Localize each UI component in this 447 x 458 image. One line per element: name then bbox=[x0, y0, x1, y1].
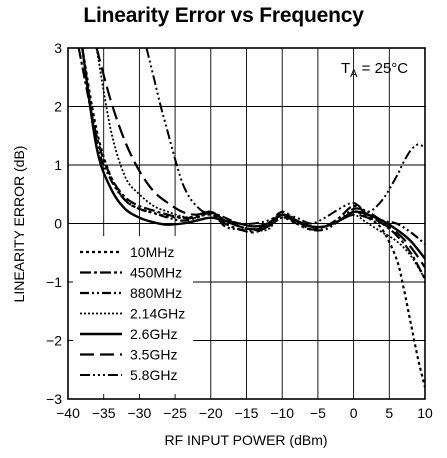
x-tick-label: −10 bbox=[270, 405, 294, 421]
series-line-3 bbox=[95, 48, 425, 280]
legend: 10MHz 450MHz 880MHz 2.14GHz 2.6GHz 3.5GHz 5.8G… bbox=[73, 236, 193, 394]
x-tick-label: 10 bbox=[417, 405, 433, 421]
legend-label: 2.14GHz bbox=[130, 306, 185, 322]
y-tick-label: −1 bbox=[46, 274, 62, 290]
y-tick-label: 0 bbox=[54, 216, 62, 232]
x-tick-label: −25 bbox=[163, 405, 187, 421]
x-tick-label: −15 bbox=[235, 405, 259, 421]
y-tick-label: −2 bbox=[46, 333, 62, 349]
series-line-5 bbox=[95, 48, 425, 269]
x-tick-label: −35 bbox=[92, 405, 116, 421]
y-tick-label: 2 bbox=[54, 99, 62, 115]
legend-background bbox=[73, 236, 193, 394]
legend-label: 5.8GHz bbox=[130, 367, 177, 383]
annotation-subscript: A bbox=[350, 68, 358, 80]
y-tick-label: 1 bbox=[54, 157, 62, 173]
plot-frame bbox=[67, 47, 426, 400]
annotation-prefix: T bbox=[341, 60, 350, 77]
x-tick-label: −20 bbox=[199, 405, 223, 421]
y-axis-label: LINEARITY ERROR (dB) bbox=[11, 146, 27, 303]
x-tick-label: 5 bbox=[385, 405, 393, 421]
series-layer bbox=[77, 48, 425, 388]
legend-label: 3.5GHz bbox=[130, 347, 177, 363]
x-tick-label: −5 bbox=[310, 405, 326, 421]
legend-label: 450MHz bbox=[130, 265, 182, 281]
series-line-0 bbox=[81, 48, 425, 388]
chart-title: Linearity Error vs Frequency bbox=[83, 4, 364, 27]
x-tick-label: −40 bbox=[56, 405, 80, 421]
temperature-annotation: TA = 25°C bbox=[341, 60, 408, 80]
legend-label: 10MHz bbox=[130, 244, 174, 260]
x-tick-label: 0 bbox=[350, 405, 358, 421]
series-line-4 bbox=[81, 48, 425, 260]
legend-label: 880MHz bbox=[130, 285, 182, 301]
series-line-2 bbox=[81, 48, 425, 245]
y-tick-label: 3 bbox=[54, 40, 62, 56]
x-tick-label: −30 bbox=[128, 405, 152, 421]
annotation-suffix: = 25°C bbox=[358, 60, 409, 77]
x-axis-label: RF INPUT POWER (dBm) bbox=[164, 432, 327, 448]
series-line-6 bbox=[145, 48, 425, 226]
y-tick-label: −3 bbox=[46, 391, 62, 407]
legend-label: 2.6GHz bbox=[130, 326, 177, 342]
